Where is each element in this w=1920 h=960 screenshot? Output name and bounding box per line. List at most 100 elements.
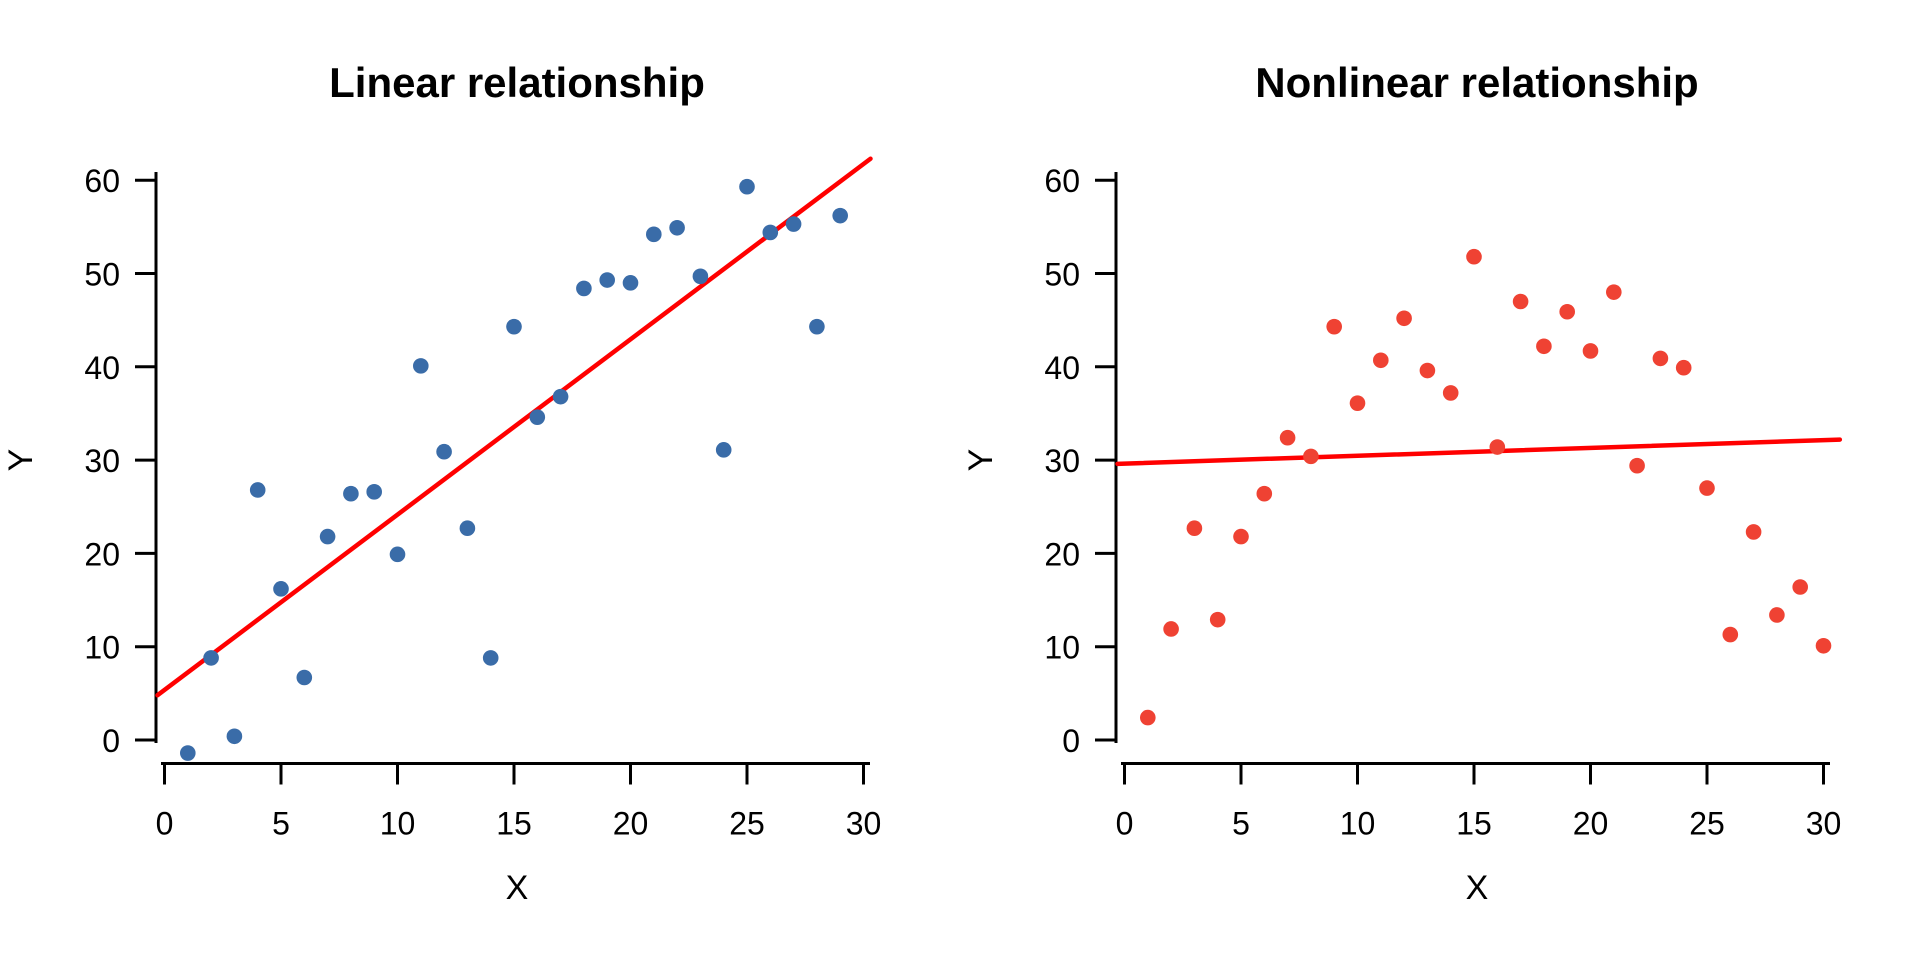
data-point — [1606, 284, 1622, 300]
y-axis-label: Y — [2, 449, 40, 472]
data-point — [506, 318, 522, 335]
data-point — [1769, 607, 1785, 623]
data-point — [1559, 303, 1575, 320]
data-point — [1163, 621, 1179, 637]
x-tick-label: 20 — [613, 806, 649, 842]
y-tick-label: 0 — [102, 723, 120, 759]
data-point — [1303, 448, 1319, 465]
data-point — [1629, 457, 1645, 474]
y-tick-label: 40 — [84, 350, 120, 386]
chart-title: Linear relationship — [329, 59, 705, 106]
data-point — [482, 650, 499, 666]
y-tick-label: 40 — [1044, 350, 1080, 386]
y-tick-label: 50 — [84, 257, 120, 293]
nonlinear-relationship-chart: Nonlinear relationship 0 10 20 30 40 50 60 0 5 10 1… — [962, 59, 1843, 907]
x-tick-label: 0 — [156, 806, 174, 842]
data-point — [692, 268, 709, 285]
data-point — [715, 442, 732, 458]
data-point — [1373, 352, 1389, 369]
data-point — [1536, 338, 1552, 355]
y-tick-label: 30 — [84, 443, 120, 479]
y-tick-label: 60 — [1044, 163, 1080, 199]
data-point — [389, 546, 406, 563]
scatter-points — [1140, 248, 1832, 726]
x-tick-label: 5 — [1232, 806, 1250, 842]
data-point — [669, 219, 685, 236]
data-point — [1419, 362, 1436, 379]
data-point — [1582, 343, 1599, 359]
data-point — [1209, 611, 1226, 628]
data-point — [1652, 350, 1669, 367]
data-point — [576, 280, 592, 297]
data-point — [785, 216, 802, 232]
data-point — [762, 224, 779, 241]
x-tick-label: 10 — [380, 806, 416, 842]
data-point — [1326, 318, 1342, 335]
x-tick-label: 15 — [1456, 806, 1492, 842]
data-point — [1512, 293, 1529, 310]
data-point — [366, 484, 383, 500]
x-tick-label: 25 — [1689, 806, 1725, 842]
x-axis-label: X — [506, 869, 529, 907]
data-point — [622, 275, 639, 291]
data-point — [1396, 310, 1412, 327]
x-tick-label: 30 — [1806, 806, 1842, 842]
x-tick-label: 30 — [846, 806, 882, 842]
data-point — [1233, 528, 1249, 545]
scatter-points — [180, 178, 848, 761]
data-point — [1745, 524, 1762, 540]
data-point — [552, 388, 569, 405]
x-tick-label: 25 — [729, 806, 765, 842]
chart-title: Nonlinear relationship — [1255, 59, 1698, 106]
x-tick-label: 20 — [1573, 806, 1609, 842]
y-tick-label: 50 — [1044, 257, 1080, 293]
y-tick-label: 10 — [1044, 630, 1080, 666]
data-point — [436, 443, 452, 460]
y-axis-label: Y — [962, 449, 1000, 472]
x-tick-label: 0 — [1116, 806, 1134, 842]
data-point — [1466, 248, 1482, 265]
data-point — [646, 226, 662, 243]
data-point — [1792, 579, 1808, 595]
linear-relationship-chart: Linear relationship 0 10 20 30 40 50 60 0 5 10 15 20… — [2, 59, 882, 907]
data-point — [809, 318, 825, 335]
data-point — [1815, 637, 1832, 654]
data-point — [1140, 709, 1156, 726]
y-tick-label: 60 — [84, 163, 120, 199]
y-tick-label: 30 — [1044, 443, 1080, 479]
panel-nonlinear-relationship: Nonlinear relationship 0 10 20 30 40 50 60 0 5 10 1… — [960, 0, 1920, 960]
data-point — [343, 485, 359, 502]
data-point — [273, 581, 289, 597]
data-point — [1722, 626, 1739, 643]
y-tick-label: 20 — [1044, 536, 1080, 572]
y-tick-label: 0 — [1062, 723, 1080, 759]
data-point — [296, 669, 313, 686]
data-point — [1349, 395, 1366, 411]
data-point — [1699, 480, 1715, 496]
data-point — [1489, 439, 1506, 455]
data-point — [203, 650, 219, 666]
data-point — [529, 409, 546, 425]
x-tick-label: 15 — [496, 806, 532, 842]
y-tick-label: 10 — [84, 630, 120, 666]
data-point — [1256, 485, 1273, 502]
trend-line — [155, 156, 873, 698]
data-point — [599, 272, 615, 288]
trend-line — [1115, 437, 1843, 467]
data-point — [319, 528, 336, 545]
data-point — [1186, 520, 1203, 537]
data-point — [1279, 429, 1296, 446]
x-tick-label: 5 — [272, 806, 290, 842]
data-point — [413, 358, 429, 374]
data-point — [739, 178, 755, 195]
x-axis-label: X — [1466, 869, 1489, 907]
data-point — [249, 482, 266, 498]
data-point — [226, 728, 243, 745]
data-point — [832, 207, 848, 224]
data-point — [459, 520, 476, 537]
data-point — [1675, 359, 1692, 376]
data-point — [180, 745, 196, 761]
y-tick-label: 20 — [84, 536, 120, 572]
x-tick-label: 10 — [1340, 806, 1376, 842]
